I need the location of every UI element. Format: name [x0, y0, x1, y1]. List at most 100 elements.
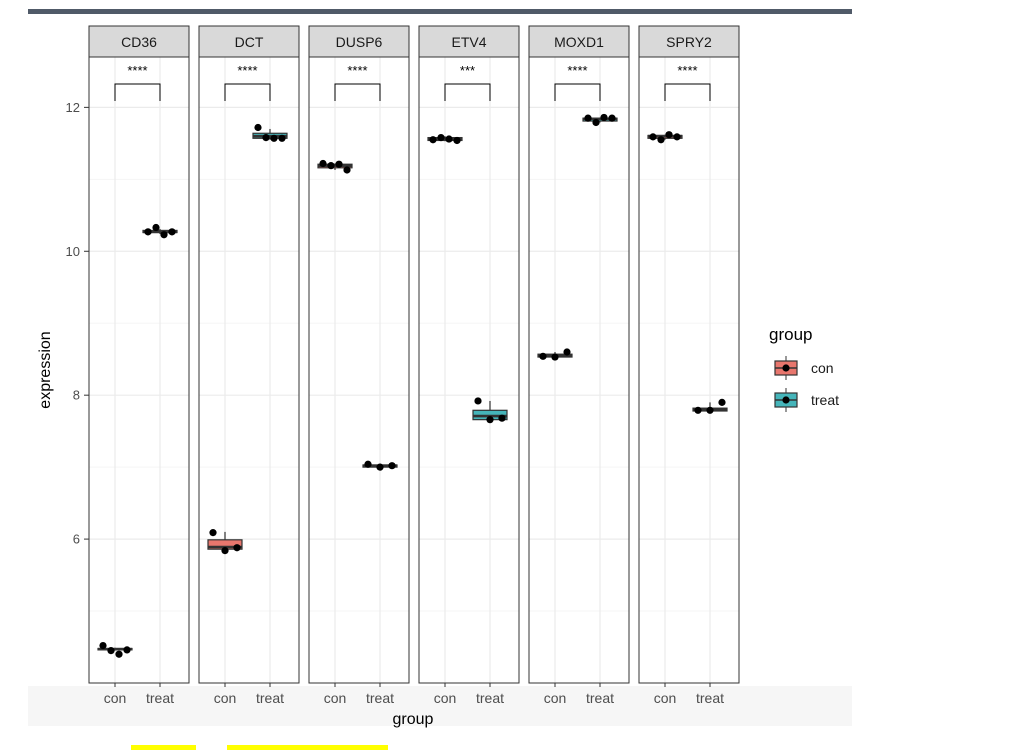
facet-strip-label: DCT	[235, 34, 264, 50]
data-point	[376, 463, 384, 471]
data-point	[209, 529, 217, 537]
highlight-mark	[227, 745, 388, 750]
window-top-bar	[28, 9, 852, 14]
data-point	[221, 547, 229, 555]
x-axis-title: group	[393, 711, 434, 728]
x-tick-label: treat	[366, 690, 394, 706]
significance-bracket	[334, 83, 381, 101]
data-point	[649, 133, 657, 141]
data-point	[262, 133, 270, 142]
significance-label: ****	[347, 63, 367, 78]
data-point	[657, 136, 665, 144]
data-point	[498, 414, 506, 422]
facet-strip	[88, 25, 190, 58]
facet-strip	[308, 25, 410, 58]
legend-item-label: con	[811, 360, 834, 376]
data-point	[107, 647, 115, 655]
y-axis-title: expression	[37, 331, 54, 408]
data-point	[168, 228, 176, 236]
y-tick-label: 6	[73, 532, 80, 547]
x-tick-label: con	[434, 690, 457, 706]
data-point	[445, 135, 453, 143]
y-tick-label: 12	[66, 100, 80, 115]
legend-key-point	[782, 396, 790, 404]
x-tick-label: con	[214, 690, 237, 706]
legend-key-point	[782, 364, 790, 372]
data-point	[474, 397, 482, 405]
x-tick-label: con	[544, 690, 567, 706]
data-point	[600, 113, 608, 122]
significance-label: ***	[460, 63, 475, 78]
data-point	[319, 159, 327, 168]
bottom-band	[28, 686, 852, 726]
facet-strip	[418, 25, 520, 58]
facet-panel	[199, 57, 299, 683]
facet-strip	[198, 25, 300, 58]
x-tick-label: treat	[146, 690, 174, 706]
data-point	[437, 133, 445, 142]
x-tick-label: con	[324, 690, 347, 706]
data-point	[343, 166, 351, 174]
data-point	[335, 160, 343, 168]
y-tick-label: 10	[66, 244, 80, 259]
legend-title: group	[769, 325, 812, 344]
significance-label: ****	[237, 63, 257, 78]
significance-label: ****	[567, 63, 587, 78]
data-point	[115, 650, 123, 658]
significance-bracket	[444, 83, 491, 101]
significance-label: ****	[127, 63, 147, 78]
facet-strip-label: ETV4	[451, 34, 486, 50]
significance-bracket	[554, 83, 601, 101]
data-point	[270, 134, 278, 142]
data-point	[584, 114, 592, 122]
facet-panel	[309, 57, 409, 683]
y-tick-label: 8	[73, 388, 80, 403]
data-point	[563, 348, 571, 356]
facet-strip	[638, 25, 740, 58]
data-point	[694, 406, 702, 414]
facet-strip-label: SPRY2	[666, 34, 712, 50]
facet-panel	[89, 57, 189, 683]
data-point	[608, 114, 616, 122]
data-point	[539, 352, 547, 360]
data-point	[364, 460, 372, 468]
data-point	[233, 544, 241, 552]
facet-strip-label: MOXD1	[554, 34, 604, 50]
facet-panel	[529, 57, 629, 683]
data-point	[486, 416, 494, 424]
data-point	[278, 134, 286, 142]
x-tick-label: con	[104, 690, 127, 706]
x-tick-label: treat	[256, 690, 284, 706]
data-point	[429, 136, 437, 144]
data-point	[706, 406, 714, 414]
data-point	[327, 162, 335, 170]
data-point	[453, 136, 461, 145]
significance-bracket	[224, 83, 271, 101]
data-point	[160, 231, 168, 239]
data-point	[144, 228, 152, 236]
data-point	[123, 646, 131, 654]
data-point	[718, 398, 726, 406]
data-point	[254, 123, 262, 132]
highlight-mark	[131, 745, 196, 750]
data-point	[99, 641, 107, 650]
data-point	[551, 353, 559, 361]
data-point	[388, 462, 396, 470]
significance-label: ****	[677, 63, 697, 78]
facet-panel	[419, 57, 519, 683]
legend-item-label: treat	[811, 392, 839, 408]
x-tick-label: treat	[476, 690, 504, 706]
x-tick-label: treat	[586, 690, 614, 706]
data-point	[665, 131, 673, 139]
facet-strip	[528, 25, 630, 58]
facet-strip-label: DUSP6	[336, 34, 383, 50]
data-point	[673, 133, 681, 141]
facet-strip-label: CD36	[121, 34, 157, 50]
data-point	[592, 118, 600, 127]
x-tick-label: treat	[696, 690, 724, 706]
significance-bracket	[114, 83, 161, 101]
x-tick-label: con	[654, 690, 677, 706]
data-point	[152, 223, 160, 232]
